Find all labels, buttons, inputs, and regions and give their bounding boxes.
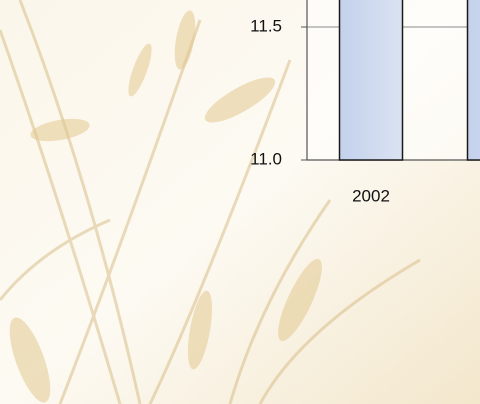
x-tick-label: 2002 [352,186,390,205]
y-tick-label: 11.0 [250,149,282,168]
wheat-heads [9,10,322,403]
y-tick-label: 11.5 [250,16,282,35]
bar [466,0,480,161]
bar [338,0,404,161]
wheat-decoration [0,0,421,404]
